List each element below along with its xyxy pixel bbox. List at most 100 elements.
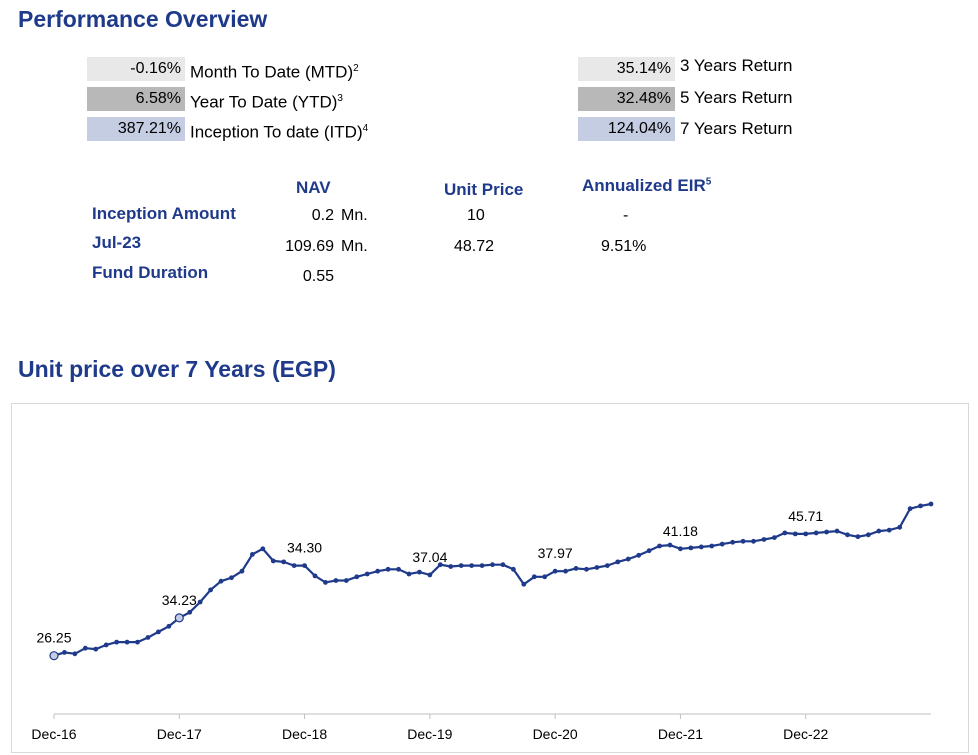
row-label-jul23: Jul-23 (92, 233, 142, 252)
chart-frame: Dec-16 Dec-17 Dec-18 Dec-19 Dec-20 Dec-21 Dec-… (11, 403, 969, 753)
ytd-value: 6.58% (87, 87, 185, 111)
data-label: 34.30 (287, 540, 322, 556)
x-tick-label: Dec-18 (282, 726, 327, 742)
x-tick-label: Dec-19 (407, 726, 452, 742)
data-point (688, 545, 694, 551)
data-point (813, 530, 819, 536)
mtd-label: Month To Date (MTD)2 (190, 62, 359, 82)
data-point (135, 639, 140, 645)
data-label: 37.97 (538, 545, 573, 561)
row-label-inception: Inception Amount (92, 204, 236, 223)
jul23-nav: 109.69 (285, 238, 334, 255)
data-point (166, 623, 172, 629)
unit-price-line (53, 502, 932, 657)
x-tick-label: Dec-22 (783, 726, 828, 742)
five-year-return-label: 5 Years Return (680, 88, 793, 107)
fund-duration-value: 0.55 (302, 268, 334, 285)
data-point (928, 501, 934, 507)
seven-year-return-value: 124.04% (578, 117, 675, 141)
data-point (730, 539, 736, 545)
data-point (865, 532, 871, 538)
data-point (385, 566, 391, 572)
data-point (573, 566, 579, 571)
data-point (302, 563, 307, 568)
inception-eir: - (623, 207, 629, 224)
data-point (281, 559, 287, 565)
data-point (62, 650, 67, 655)
inception-unit-price: 10 (467, 207, 485, 224)
data-point (103, 642, 109, 648)
data-point (709, 543, 715, 549)
data-point (803, 531, 809, 537)
data-point (782, 530, 788, 536)
data-point (563, 568, 568, 574)
data-point (657, 543, 662, 549)
data-point (824, 529, 829, 535)
mtd-value: -0.16% (87, 57, 185, 81)
data-point (197, 599, 203, 605)
data-point (594, 565, 600, 570)
jul23-unit: Mn. (341, 238, 368, 255)
data-point (239, 568, 245, 574)
data-point (249, 552, 255, 557)
data-point (364, 571, 370, 577)
jul23-eir: 9.51% (601, 238, 647, 255)
data-point (479, 563, 485, 568)
data-point (490, 562, 495, 568)
data-point (876, 528, 882, 534)
data-point (312, 573, 318, 579)
data-point (886, 527, 892, 533)
data-point (124, 639, 130, 645)
data-point (636, 552, 642, 558)
data-label: 37.04 (412, 549, 447, 565)
highlight-point (49, 651, 59, 661)
data-point (897, 524, 903, 530)
data-point (918, 503, 923, 509)
data-point (208, 587, 214, 593)
data-point (771, 535, 777, 540)
data-point (229, 575, 234, 581)
data-point (604, 563, 610, 568)
data-point (354, 574, 360, 580)
data-label: 26.25 (36, 630, 71, 646)
chart-title: Unit price over 7 Years (EGP) (18, 356, 336, 382)
performance-title: Performance Overview (18, 6, 268, 32)
three-year-return-label: 3 Years Return (680, 56, 793, 75)
data-point (114, 639, 120, 645)
data-point (678, 546, 683, 552)
eir-header: Annualized EIR5 (582, 176, 712, 195)
data-point (93, 646, 99, 652)
data-point (72, 651, 78, 657)
data-point (719, 541, 725, 547)
data-point (333, 578, 339, 583)
data-point (521, 581, 527, 587)
data-point (396, 566, 401, 572)
data-point (375, 568, 381, 574)
x-tick-label: Dec-21 (658, 726, 703, 742)
data-point (667, 542, 673, 548)
unit-price-chart: Dec-16 Dec-17 Dec-18 Dec-19 Dec-20 Dec-21 Dec-… (31, 501, 934, 742)
x-tick-label: Dec-16 (31, 726, 76, 742)
data-point (469, 563, 475, 568)
unit-price-header: Unit Price (444, 180, 524, 199)
data-point (458, 563, 464, 568)
data-point (500, 562, 506, 568)
data-point (584, 566, 589, 572)
data-point (751, 538, 756, 544)
data-point (187, 609, 193, 615)
data-point (343, 578, 349, 583)
data-point (625, 556, 631, 562)
data-point (646, 548, 652, 554)
inception-nav: 0.2 (311, 207, 334, 224)
data-point (552, 568, 558, 574)
data-point (260, 546, 266, 552)
x-tick-label: Dec-17 (157, 726, 202, 742)
data-point (531, 574, 537, 580)
data-point (845, 532, 850, 538)
jul23-unit-price: 48.72 (454, 238, 495, 255)
data-label: 34.23 (162, 592, 197, 608)
data-point (855, 534, 861, 540)
data-point (448, 564, 454, 569)
data-point (834, 528, 840, 534)
seven-year-return-label: 7 Years Return (680, 119, 793, 138)
